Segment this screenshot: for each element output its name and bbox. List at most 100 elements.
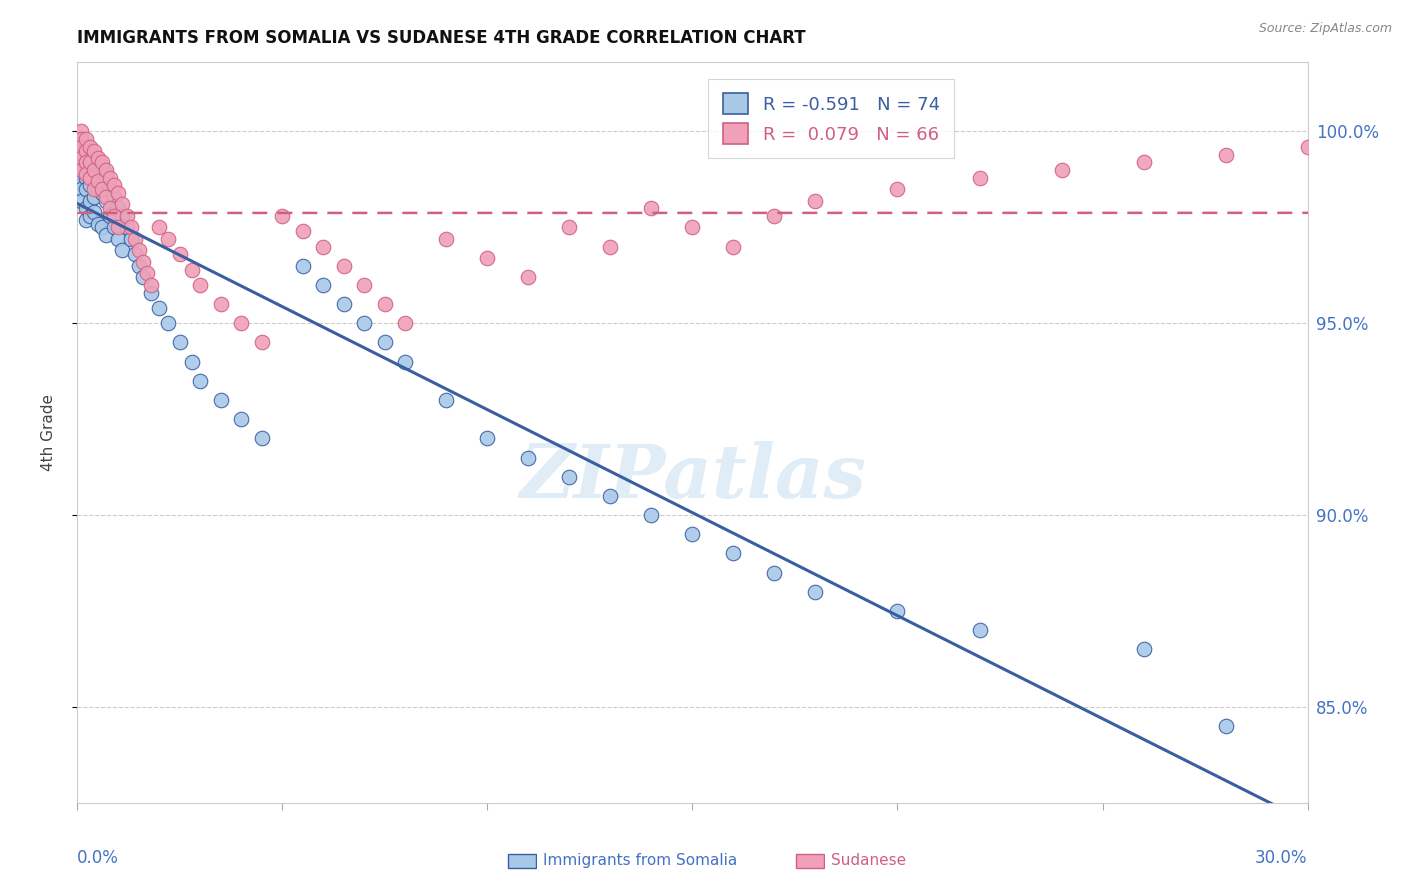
Point [763, 566, 786, 580]
Point [1132, 155, 1154, 169]
Point [90, 159, 114, 173]
Point [682, 220, 704, 235]
Point [103, 220, 125, 235]
Point [640, 201, 662, 215]
Point [115, 220, 138, 235]
Point [291, 259, 314, 273]
Point [188, 277, 212, 292]
Text: Sudanese: Sudanese [831, 854, 905, 868]
Point [169, 335, 191, 350]
Point [169, 247, 191, 261]
Point [75, 212, 97, 227]
Point [132, 255, 155, 269]
Point [640, 508, 662, 522]
Point [231, 316, 253, 330]
Point [517, 450, 540, 465]
Bar [508, 854, 536, 868]
Point [1215, 147, 1237, 161]
Point [75, 170, 97, 185]
Point [103, 178, 125, 193]
Point [87, 174, 110, 188]
Point [75, 201, 97, 215]
Point [83, 190, 105, 204]
Point [83, 155, 105, 169]
Point [79, 209, 101, 223]
Point [70, 159, 93, 173]
Point [111, 209, 134, 223]
Point [124, 232, 146, 246]
Point [79, 194, 101, 208]
Point [374, 297, 396, 311]
Point [886, 604, 908, 618]
Point [477, 431, 499, 445]
Point [107, 220, 129, 235]
Point [70, 194, 93, 208]
Point [558, 220, 581, 235]
Point [333, 297, 356, 311]
Point [94, 167, 117, 181]
Point [75, 182, 97, 196]
Point [394, 354, 416, 368]
Point [124, 247, 146, 261]
Point [312, 277, 335, 292]
Point [111, 197, 134, 211]
Point [79, 140, 101, 154]
Point [148, 220, 170, 235]
Point [1296, 140, 1319, 154]
Point [107, 201, 129, 215]
Text: IMMIGRANTS FROM SOMALIA VS SUDANESE 4TH GRADE CORRELATION CHART: IMMIGRANTS FROM SOMALIA VS SUDANESE 4TH … [77, 29, 806, 47]
Text: 0.0%: 0.0% [77, 849, 120, 867]
Point [70, 132, 93, 146]
Point [103, 190, 125, 204]
Point [181, 262, 204, 277]
Point [83, 144, 105, 158]
Text: ZIPatlas: ZIPatlas [519, 441, 866, 513]
Point [723, 546, 745, 560]
Point [969, 170, 991, 185]
Point [558, 469, 581, 483]
Text: 30.0%: 30.0% [1256, 849, 1308, 867]
Point [136, 267, 159, 281]
Point [436, 232, 458, 246]
Point [90, 182, 114, 196]
Point [682, 527, 704, 541]
Point [79, 170, 101, 185]
Point [209, 297, 232, 311]
Point [94, 162, 117, 177]
Point [75, 140, 97, 154]
Point [90, 186, 114, 200]
Y-axis label: 4th Grade: 4th Grade [42, 394, 56, 471]
Point [70, 167, 93, 181]
Text: Source: ZipAtlas.com: Source: ZipAtlas.com [1258, 22, 1392, 36]
Point [94, 194, 117, 208]
Point [70, 144, 93, 158]
Point [75, 144, 97, 158]
Point [79, 178, 101, 193]
Point [333, 259, 356, 273]
Point [83, 162, 105, 177]
Point [120, 220, 142, 235]
Point [98, 170, 121, 185]
Point [128, 259, 150, 273]
Point [103, 209, 125, 223]
Point [209, 392, 232, 407]
Point [75, 132, 97, 146]
Point [98, 201, 121, 215]
Point [98, 182, 121, 196]
Point [886, 182, 908, 196]
Point [75, 155, 97, 169]
Point [70, 182, 93, 196]
Point [353, 277, 375, 292]
Point [188, 374, 212, 388]
Point [312, 239, 335, 253]
Point [128, 244, 150, 258]
Point [250, 335, 273, 350]
Legend: R = -0.591   N = 74, R =  0.079   N = 66: R = -0.591 N = 74, R = 0.079 N = 66 [709, 78, 955, 159]
Bar [796, 854, 824, 868]
Text: Immigrants from Somalia: Immigrants from Somalia [543, 854, 737, 868]
Point [79, 155, 101, 169]
Point [374, 335, 396, 350]
Point [83, 205, 105, 219]
Point [75, 155, 97, 169]
Point [436, 392, 458, 407]
